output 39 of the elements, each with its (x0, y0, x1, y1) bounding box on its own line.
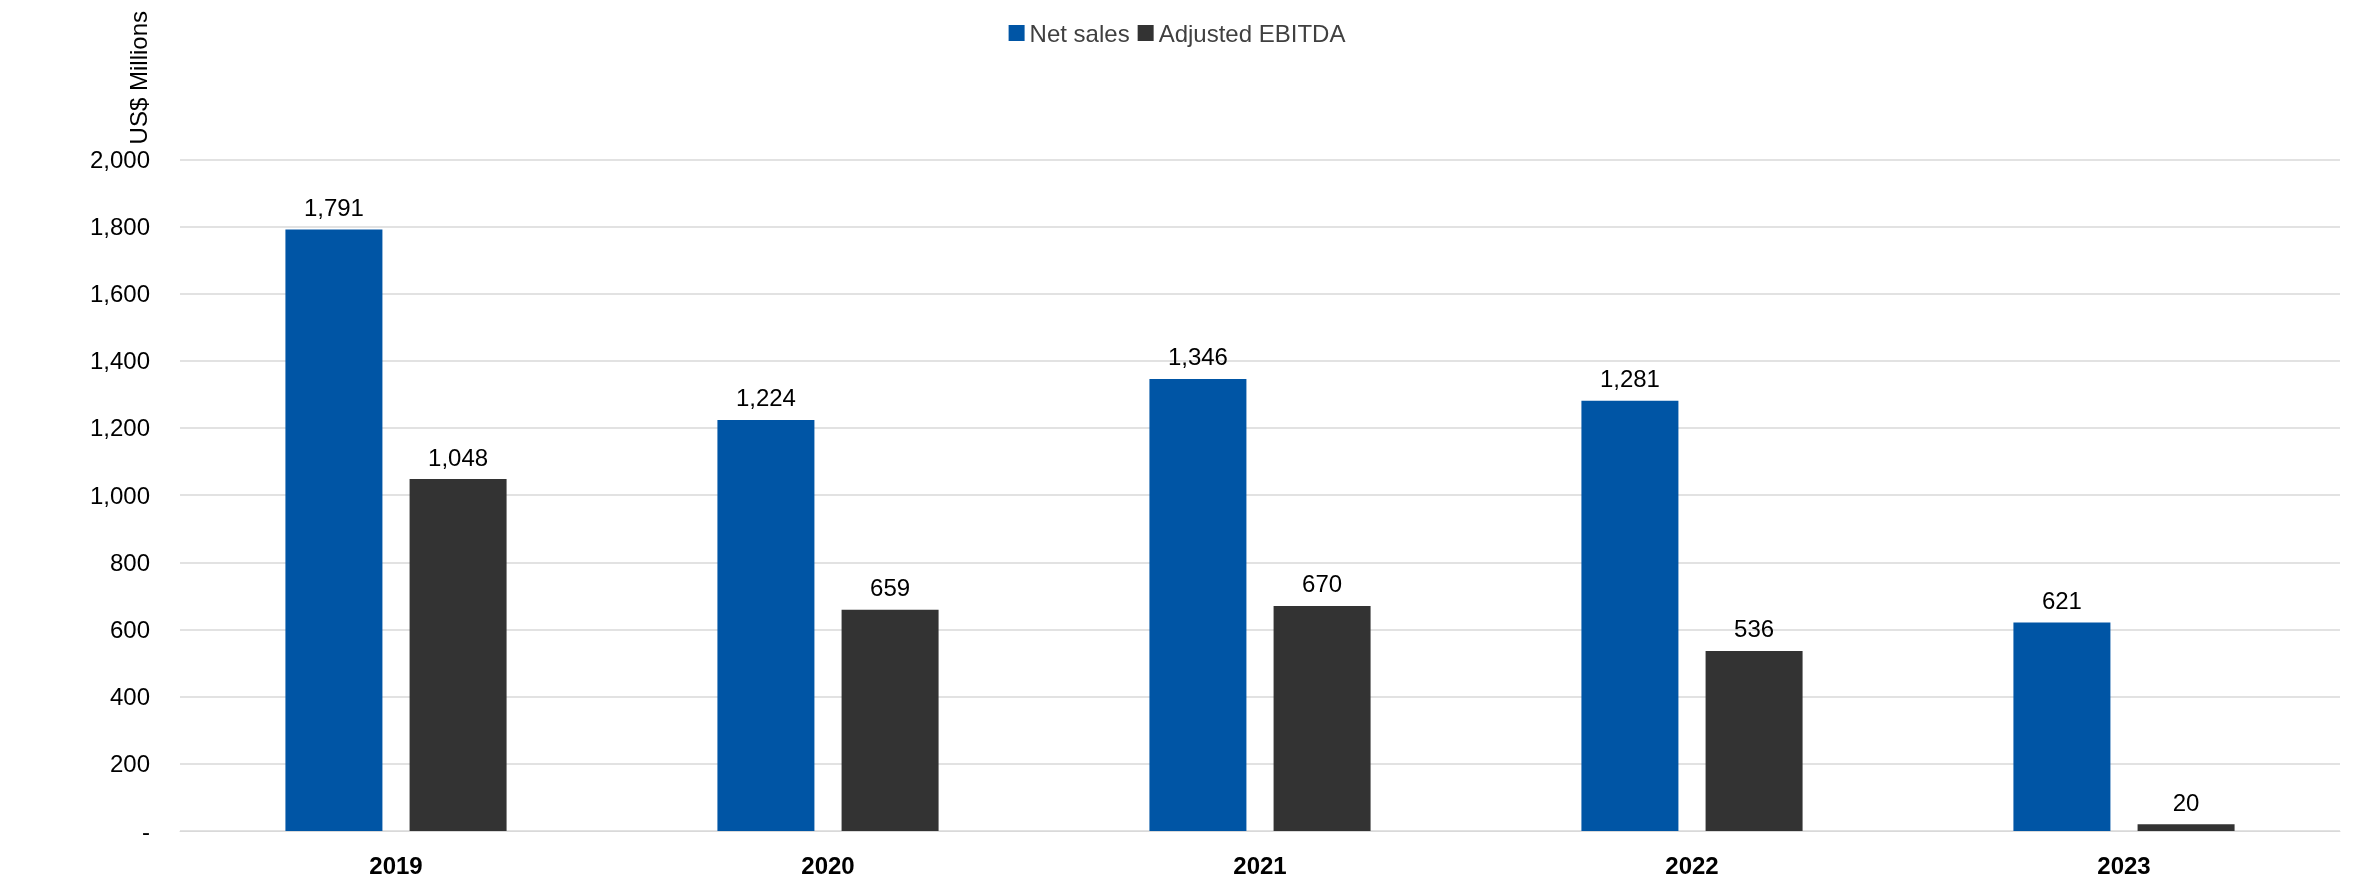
data-label: 1,048 (428, 443, 489, 471)
y-tick-label: 2,000 (89, 145, 150, 173)
bar (1581, 400, 1679, 831)
y-tick-label: 1,000 (89, 481, 150, 509)
y-tick-label: 1,600 (89, 280, 150, 308)
y-tick-label: 800 (109, 548, 150, 576)
y-tick-label: 600 (109, 615, 150, 643)
y-tick-label: 1,200 (89, 414, 150, 442)
x-tick-label: 2022 (1665, 851, 1719, 879)
y-axis-title: US$ Millions (124, 11, 152, 145)
y-tick-label: 1,400 (89, 347, 150, 375)
y-tick-label: 200 (109, 750, 150, 778)
x-tick-label: 2020 (801, 851, 855, 879)
data-label: 670 (1302, 570, 1343, 598)
x-tick-label: 2023 (2097, 851, 2151, 879)
y-tick-label: 1,800 (89, 212, 150, 240)
x-tick-label: 2021 (1233, 851, 1287, 879)
bar (841, 609, 939, 831)
bar (285, 229, 383, 831)
data-label: 536 (1734, 615, 1775, 643)
legend-label: Net sales (1029, 19, 1130, 47)
data-label: 1,224 (735, 384, 796, 412)
y-tick-label: 400 (109, 683, 150, 711)
x-tick-label: 2019 (369, 851, 423, 879)
bar (2137, 824, 2235, 831)
bar (717, 419, 815, 831)
data-label: 1,346 (1167, 343, 1228, 371)
bar (1273, 605, 1371, 831)
data-label: 659 (870, 574, 911, 602)
data-label: 20 (2172, 788, 2200, 816)
y-tick-label: - (142, 817, 150, 845)
data-label: 1,791 (303, 193, 364, 221)
data-label: 621 (2041, 586, 2082, 614)
bar (409, 479, 507, 831)
bar (1149, 378, 1247, 831)
legend-label: Adjusted EBITDA (1158, 19, 1346, 47)
bar (1705, 650, 1803, 831)
data-label: 1,281 (1599, 365, 1660, 393)
bar (2013, 622, 2111, 831)
